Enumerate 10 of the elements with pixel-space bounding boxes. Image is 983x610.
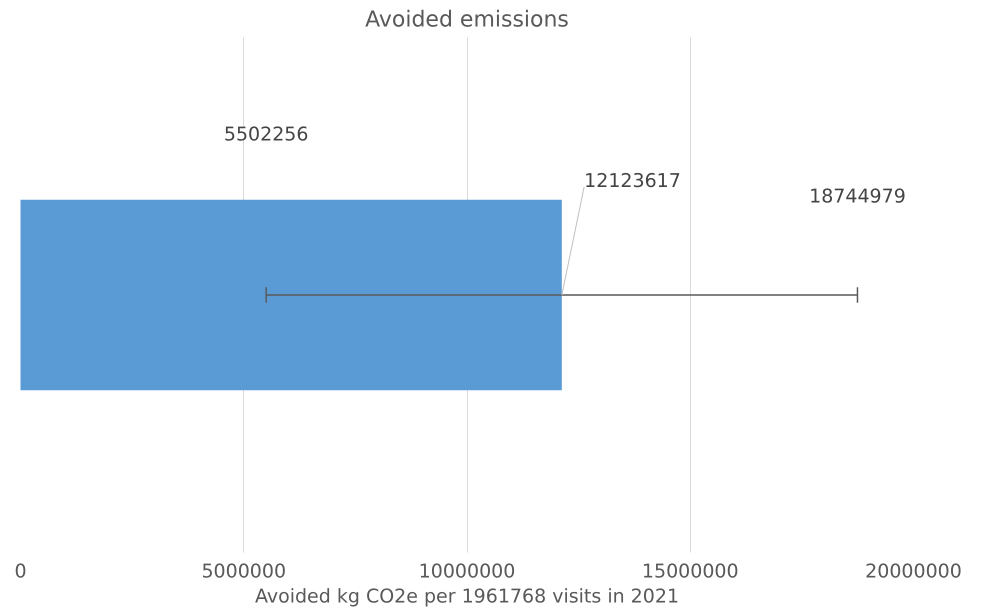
x-tick-label: 20000000: [865, 560, 962, 582]
x-tick-label: 15000000: [642, 560, 739, 582]
x-axis-title: Avoided kg CO2e per 1961768 visits in 2021: [254, 586, 680, 608]
data-label: 12123617: [584, 170, 681, 192]
x-tick-label: 5000000: [201, 560, 286, 582]
chart-title: Avoided emissions: [365, 8, 569, 32]
annotation: 18744979: [809, 185, 906, 208]
annotation: 5502256: [224, 124, 308, 146]
x-tick-label: 10000000: [418, 560, 516, 582]
x-tick-label: 0: [14, 560, 27, 582]
